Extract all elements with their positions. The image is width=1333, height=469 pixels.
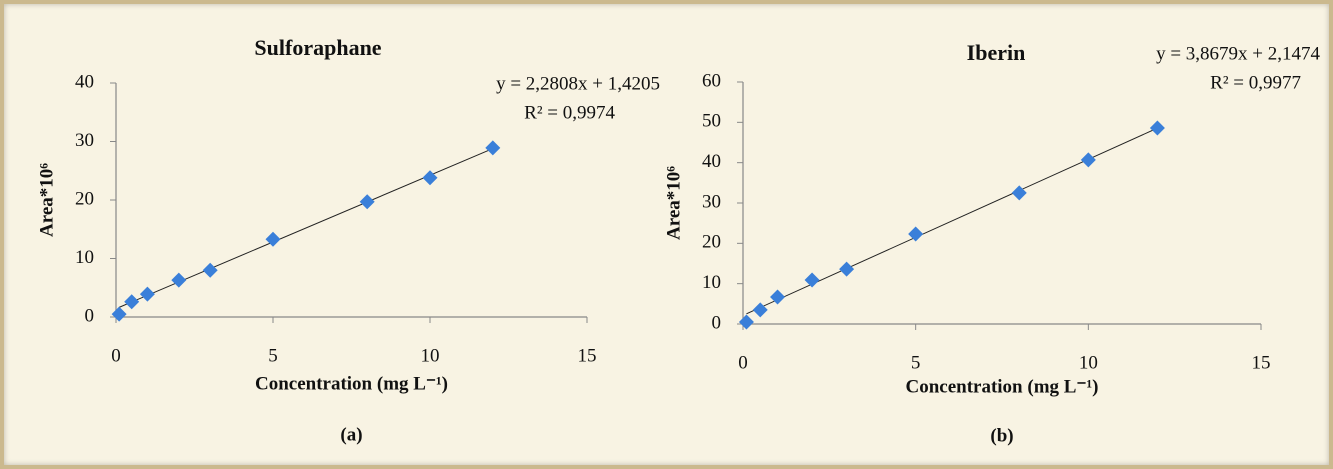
- y-axis-label: Area*10⁶: [36, 163, 57, 237]
- y-tick-label: 50: [702, 111, 721, 132]
- y-axis-label: Area*10⁶: [663, 166, 684, 240]
- y-tick-label: 0: [712, 312, 722, 333]
- x-tick-label: 15: [578, 345, 597, 366]
- y-tick-label: 40: [75, 71, 94, 92]
- data-point: [111, 306, 127, 322]
- data-point: [359, 194, 375, 210]
- y-tick-label: 60: [702, 70, 721, 91]
- x-tick-label: 5: [911, 352, 921, 373]
- x-tick-label: 10: [1079, 352, 1098, 373]
- caption: (b): [990, 425, 1013, 446]
- data-point: [171, 272, 187, 288]
- y-tick-label: 30: [75, 130, 94, 151]
- trendline: [746, 127, 1158, 315]
- x-tick-label: 5: [268, 345, 278, 366]
- data-point: [1149, 120, 1165, 136]
- data-point: [1011, 185, 1027, 201]
- x-tick-label: 10: [421, 345, 440, 366]
- data-point: [139, 286, 155, 302]
- data-point: [124, 294, 140, 310]
- trendline-equation: y = 3,8679x + 2,1474: [1156, 43, 1320, 64]
- chart-title: Iberin: [967, 40, 1026, 65]
- chart-title: Sulforaphane: [254, 35, 381, 60]
- x-axis-label: Concentration (mg L⁻¹): [905, 376, 1098, 397]
- r-squared: R² = 0,9977: [1210, 72, 1301, 93]
- data-point: [804, 272, 820, 288]
- y-tick-label: 10: [702, 272, 721, 293]
- data-point: [202, 262, 218, 278]
- data-point: [738, 314, 754, 330]
- data-point: [839, 261, 855, 277]
- y-tick-label: 10: [75, 247, 94, 268]
- data-point: [1080, 152, 1096, 168]
- y-tick-label: 40: [702, 151, 721, 172]
- y-tick-label: 30: [702, 191, 721, 212]
- trendline-equation: y = 2,2808x + 1,4205: [496, 73, 660, 94]
- y-tick-label: 20: [702, 232, 721, 253]
- caption: (a): [340, 424, 362, 445]
- data-point: [485, 140, 501, 156]
- r-squared: R² = 0,9974: [524, 102, 615, 123]
- x-tick-label: 0: [738, 352, 748, 373]
- data-point: [770, 289, 786, 305]
- y-tick-label: 0: [85, 305, 95, 326]
- data-point: [265, 231, 281, 247]
- x-axis-label: Concentration (mg L⁻¹): [255, 373, 448, 394]
- data-point: [908, 226, 924, 242]
- data-point: [752, 302, 768, 318]
- x-tick-label: 15: [1252, 352, 1271, 373]
- x-tick-label: 0: [111, 345, 121, 366]
- data-point: [422, 170, 438, 186]
- y-tick-label: 20: [75, 188, 94, 209]
